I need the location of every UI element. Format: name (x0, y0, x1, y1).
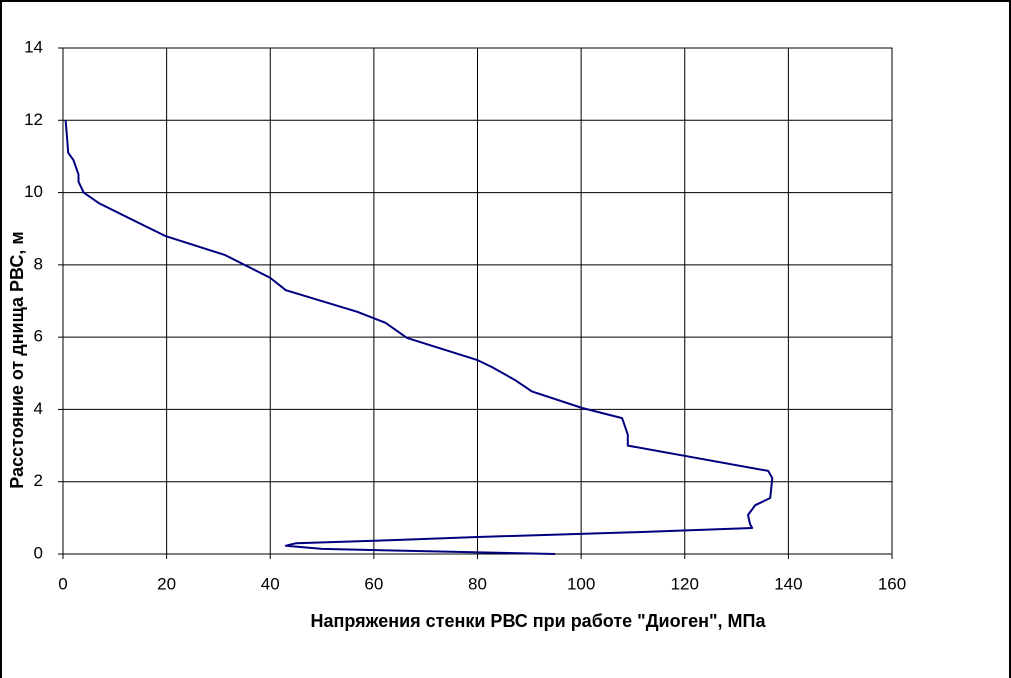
x-tick-label: 160 (878, 574, 906, 593)
y-tick-label: 14 (24, 37, 43, 56)
y-axis-title: Расстояние от днища РВС, м (7, 231, 27, 488)
data-line (64, 120, 774, 555)
x-tick-label: 40 (261, 574, 280, 593)
y-tick-label: 4 (34, 399, 43, 418)
x-tick-label: 120 (671, 574, 699, 593)
x-tick-label: 0 (58, 574, 67, 593)
x-tick-label: 100 (567, 574, 595, 593)
y-tick-label: 12 (24, 110, 43, 129)
y-tick-label: 8 (34, 254, 43, 273)
x-tick-label: 80 (468, 574, 487, 593)
y-tick-label: 10 (24, 182, 43, 201)
x-tick-label: 20 (157, 574, 176, 593)
y-tick-label: 0 (34, 543, 43, 562)
x-axis-title: Напряжения стенки РВС при работе "Диоген… (311, 611, 767, 631)
plot-border (62, 47, 893, 555)
x-tick-label: 60 (364, 574, 383, 593)
x-tick-label: 140 (774, 574, 802, 593)
y-tick-label: 6 (34, 327, 43, 346)
y-tick-label: 2 (34, 471, 43, 490)
